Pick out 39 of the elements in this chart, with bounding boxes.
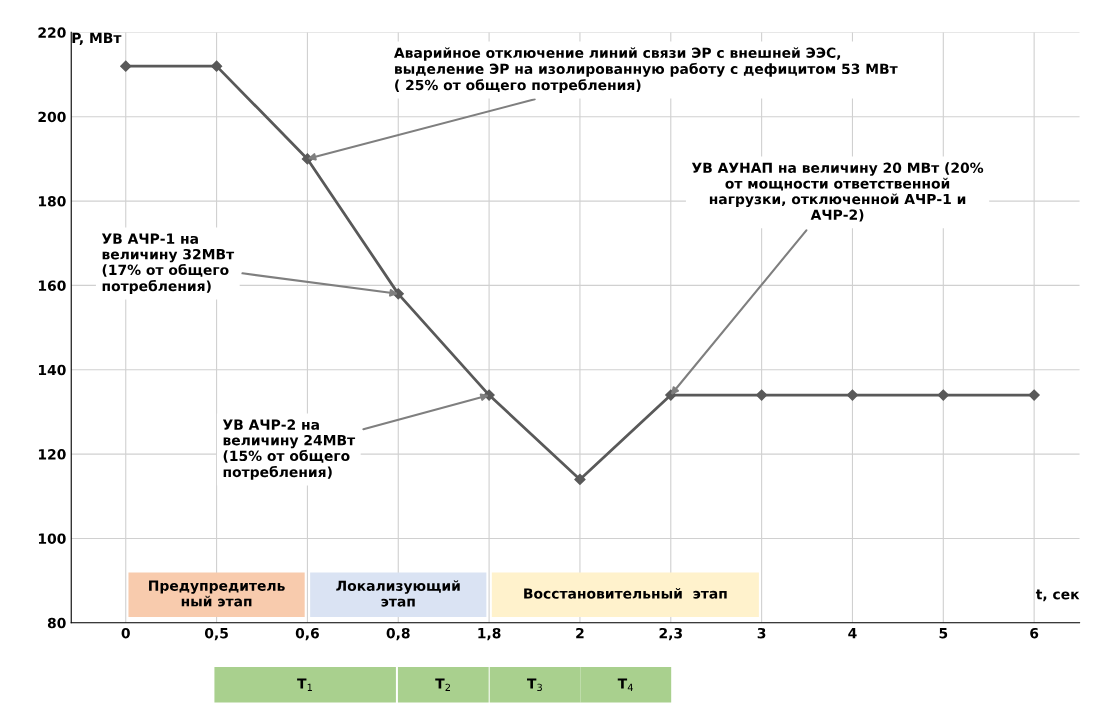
band-label: Восстановительный этап — [524, 587, 727, 599]
x-tick-label: 1,8 — [478, 627, 501, 641]
x-axis-title: t, сек — [1035, 589, 1080, 602]
text: T$_{4}$ — [617, 678, 633, 691]
x-tick-label: 5 — [939, 628, 948, 639]
x-tick-label: 2,3 — [659, 627, 682, 641]
point — [120, 60, 132, 72]
text: T$_{1}$ — [297, 678, 312, 691]
band-label: Предупредитель ный этап — [149, 580, 285, 607]
y-tick-label: 80 — [47, 617, 66, 629]
y-tick-label: 100 — [38, 533, 66, 544]
point — [574, 473, 586, 486]
point — [846, 389, 859, 401]
x-tick-label: 0,5 — [204, 627, 228, 641]
y-tick-label: 200 — [38, 111, 66, 123]
text: T$_{2}$ — [435, 678, 450, 691]
annotation: Аварийное отключение линий связи ЭР с внешней ЭЭС, выделение ЭР на изолированную работу с дефицитом 53 МВт ( 25% от общего потребления) — [393, 47, 898, 93]
point — [756, 389, 768, 401]
y-axis-title: P, МВт — [72, 32, 122, 45]
x-tick-label: 3 — [757, 627, 766, 639]
x-tick-label: 0 — [121, 627, 130, 639]
x-tick-label: 2 — [576, 627, 584, 639]
x-tick-label: 6 — [1030, 627, 1039, 639]
y-tick-label: 140 — [38, 364, 66, 376]
text: T$_{3}$ — [527, 678, 542, 692]
x-tick-label: 0,8 — [386, 627, 410, 641]
y-tick-label: 180 — [38, 196, 66, 207]
point — [210, 60, 223, 72]
y-tick-label: 120 — [38, 449, 66, 460]
annotation: УВ АЧР-2 на величину 24МВт (15% от общего потребления) — [222, 419, 356, 480]
annotation: УВ АУНАП на величину 20 МВт (20% от мощности ответственной нагрузки, отключенной АЧР-1 и АЧР-2) — [691, 162, 984, 222]
y-tick-label: 220 — [38, 27, 66, 38]
band-label: Локализующий этап — [336, 580, 460, 607]
annotation: УВ АЧР-1 на величину 32МВт (17% от общего потребления) — [101, 233, 235, 294]
y-tick-label: 160 — [38, 280, 66, 291]
point — [1028, 389, 1040, 401]
x-tick-label: 0,6 — [295, 627, 319, 641]
point — [937, 389, 949, 401]
x-tick-label: 4 — [848, 628, 857, 639]
